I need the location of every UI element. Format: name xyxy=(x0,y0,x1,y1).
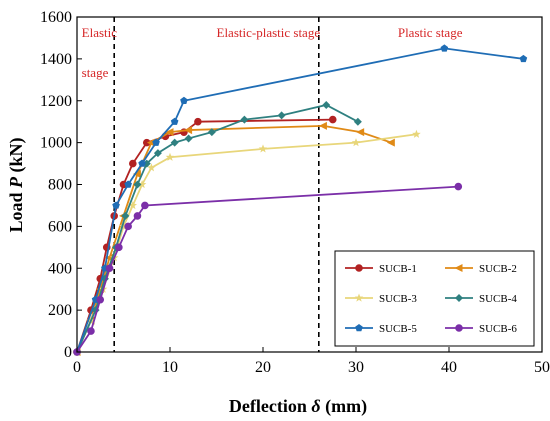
y-axis-title: Load P (kN) xyxy=(6,137,27,232)
legend-marker-2 xyxy=(454,264,463,272)
series-3-point-6 xyxy=(128,200,138,210)
stage-label-1-line-2: stage xyxy=(82,65,109,80)
series-2-point-7 xyxy=(146,138,155,147)
series-4-point-13 xyxy=(277,111,286,120)
series-5-point-11 xyxy=(519,54,528,63)
series-1-point-11 xyxy=(194,117,202,126)
series-1-point-7 xyxy=(129,159,137,168)
series-3-point-7 xyxy=(137,180,147,189)
legend-label-6: SUCB-6 xyxy=(479,323,517,335)
series-6-point-4 xyxy=(105,264,114,273)
series-2-point-11 xyxy=(356,128,365,137)
series-5-point-5 xyxy=(124,180,132,188)
x-tick-label-6: 50 xyxy=(534,359,550,376)
series-3-point-10 xyxy=(258,144,268,153)
series-6 xyxy=(73,182,463,356)
x-tick-label-3: 20 xyxy=(255,359,271,376)
y-tick-label-6: 1000 xyxy=(40,135,72,152)
x-tick-label-1: 0 xyxy=(73,359,81,376)
stage-label-1-line-1: Elastic xyxy=(82,25,118,40)
series-line-2 xyxy=(76,124,392,353)
series-6-point-6 xyxy=(124,222,132,231)
x-axis-title-text: Deflection xyxy=(229,396,311,416)
series-4-point-14 xyxy=(322,100,331,109)
x-axis-title-unit: (mm) xyxy=(321,396,367,417)
series-5-point-9 xyxy=(180,96,188,104)
y-tick-label-4: 600 xyxy=(48,218,72,235)
series-3-point-9 xyxy=(165,152,175,161)
series-3-point-5 xyxy=(119,221,128,231)
legend-marker-3 xyxy=(354,293,364,302)
series-5-point-8 xyxy=(170,117,179,125)
legend-marker-6 xyxy=(455,324,463,332)
series-4-point-10 xyxy=(184,134,193,143)
series-4-point-5 xyxy=(121,211,130,220)
series-4-point-6 xyxy=(133,180,142,189)
series-3-point-11 xyxy=(351,138,361,147)
y-tick-label-9: 1600 xyxy=(40,9,72,26)
series-2-point-8 xyxy=(165,128,174,137)
x-tick-label-5: 40 xyxy=(441,359,457,376)
y-tick-label-8: 1400 xyxy=(40,51,72,68)
y-axis-title-text: Load xyxy=(6,188,26,233)
series-2-point-10 xyxy=(318,121,327,130)
x-tick-label-4: 30 xyxy=(348,359,364,376)
series-6-point-5 xyxy=(115,243,123,252)
legend-label-2: SUCB-2 xyxy=(479,263,517,275)
x-axis-title-symbol: δ xyxy=(311,396,320,416)
series-3-point-8 xyxy=(147,163,156,172)
series-6-point-2 xyxy=(87,327,95,335)
legend-label-5: SUCB-5 xyxy=(379,323,417,335)
legend-marker-1 xyxy=(355,264,363,272)
series-4-point-8 xyxy=(153,149,162,158)
series-5-point-7 xyxy=(152,138,160,146)
series-2-point-9 xyxy=(184,126,193,135)
legend-marker-4 xyxy=(455,294,463,302)
y-tick-label-7: 1200 xyxy=(40,93,72,110)
series-4-point-9 xyxy=(170,138,179,147)
x-axis-title: Deflection δ (mm) xyxy=(229,396,367,417)
y-tick-label-1: 0 xyxy=(64,344,72,361)
series-2-point-12 xyxy=(386,138,395,147)
series-3-point-12 xyxy=(412,129,421,138)
y-tick-label-2: 200 xyxy=(48,302,72,319)
series-1-point-12 xyxy=(328,115,337,124)
series-6-point-9 xyxy=(454,182,463,191)
series-6-point-8 xyxy=(141,201,149,210)
series-5-point-6 xyxy=(138,159,146,167)
legend-label-4: SUCB-4 xyxy=(479,293,517,305)
legend-marker-5 xyxy=(355,324,363,332)
series-5-point-10 xyxy=(440,44,449,52)
series-2-point-6 xyxy=(132,170,141,179)
y-axis-title-symbol: P xyxy=(6,176,26,189)
series-4-point-11 xyxy=(207,128,216,137)
stage-label-3-line-1: Plastic stage xyxy=(398,25,463,40)
series-6-point-7 xyxy=(133,212,142,220)
y-tick-label-3: 400 xyxy=(48,260,72,277)
y-tick-label-5: 800 xyxy=(48,177,72,194)
series-4-point-15 xyxy=(353,117,362,126)
legend-label-1: SUCB-1 xyxy=(379,263,417,275)
legend-label-3: SUCB-3 xyxy=(379,293,417,305)
series-5-point-4 xyxy=(112,201,120,209)
stage-label-2-line-1: Elastic-plastic stage xyxy=(217,25,321,40)
series-6-point-3 xyxy=(96,295,105,304)
x-tick-label-2: 10 xyxy=(162,359,178,376)
series-4-point-12 xyxy=(240,115,249,124)
y-axis-title-unit: (kN) xyxy=(6,137,27,177)
